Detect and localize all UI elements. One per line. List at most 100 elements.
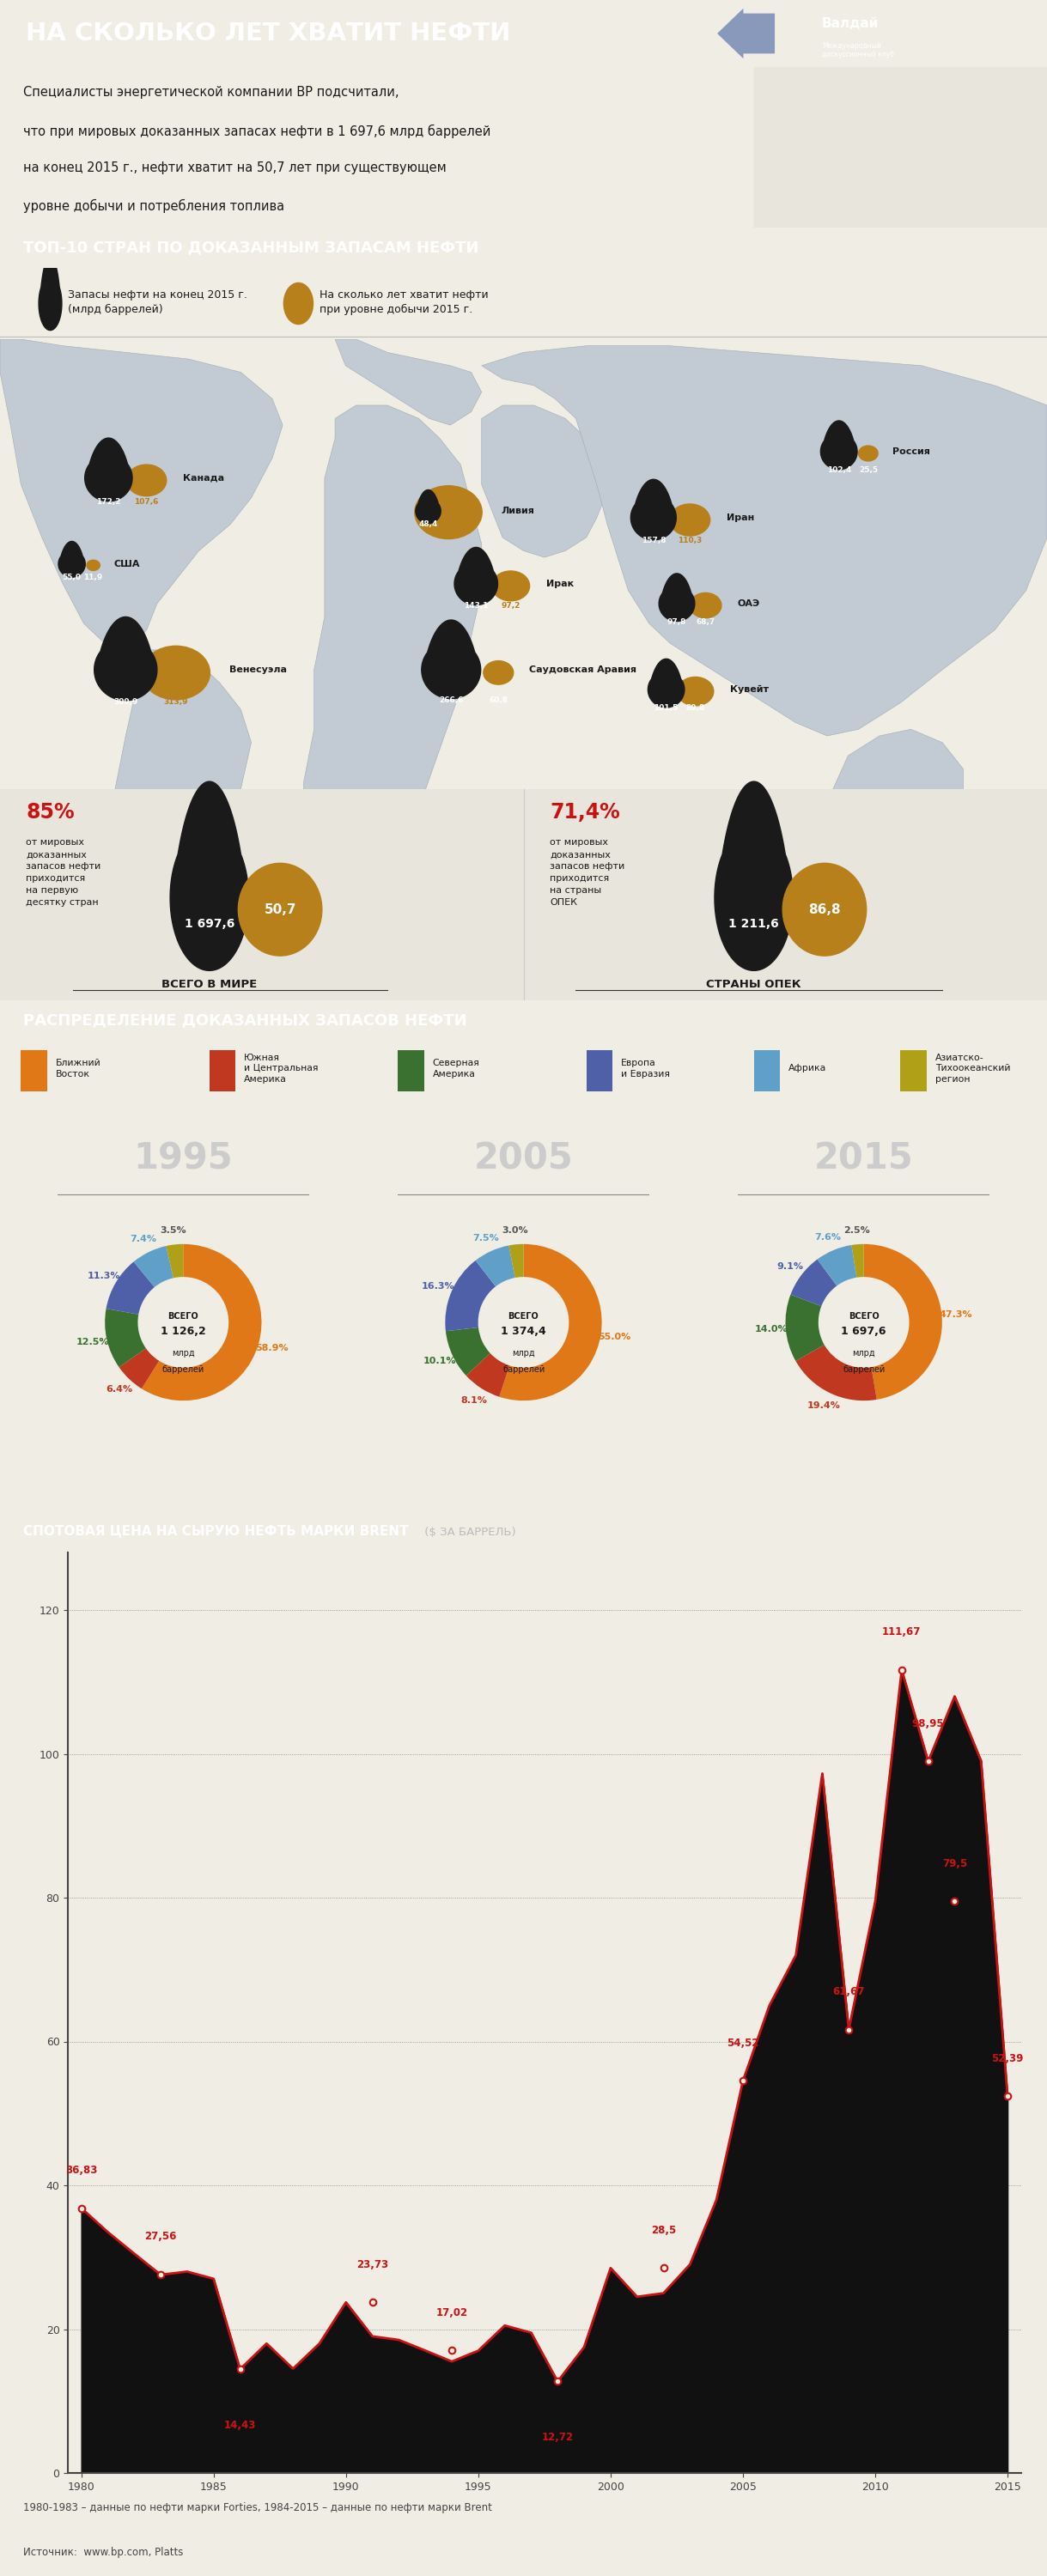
Text: 306,8: 306,8 (437, 520, 461, 528)
Wedge shape (446, 1327, 490, 1376)
Text: Источник:  www.bp.com, Platts: Источник: www.bp.com, Platts (23, 2548, 183, 2558)
Polygon shape (171, 781, 248, 971)
Text: Канада: Канада (183, 474, 224, 482)
Wedge shape (790, 1260, 837, 1306)
Text: 97,2: 97,2 (502, 603, 520, 611)
Text: 3.0%: 3.0% (502, 1226, 528, 1234)
Text: млрд: млрд (512, 1350, 535, 1358)
Text: 8.1%: 8.1% (461, 1396, 487, 1404)
Text: Валдай: Валдай (822, 18, 878, 31)
Text: 58.9%: 58.9% (255, 1345, 289, 1352)
Wedge shape (119, 1347, 159, 1388)
Wedge shape (141, 1244, 262, 1401)
Polygon shape (454, 546, 497, 605)
Bar (754, 1051, 780, 1092)
Text: 16.3%: 16.3% (422, 1283, 455, 1291)
Text: 36,83: 36,83 (65, 2164, 97, 2177)
Text: 85%: 85% (26, 801, 74, 822)
Polygon shape (422, 621, 481, 698)
Text: 60,8: 60,8 (489, 696, 508, 703)
Ellipse shape (415, 487, 482, 538)
Text: 61,67: 61,67 (832, 1986, 865, 1996)
Ellipse shape (783, 863, 867, 956)
Text: от мировых
доказанных
запасов нефти
приходится
на первую
десятку стран: от мировых доказанных запасов нефти прих… (26, 837, 102, 907)
FancyBboxPatch shape (754, 67, 1047, 227)
Text: 52,39: 52,39 (992, 2053, 1024, 2063)
Text: 101,5: 101,5 (654, 703, 678, 711)
Ellipse shape (690, 592, 721, 618)
Wedge shape (509, 1244, 524, 1278)
Ellipse shape (677, 677, 714, 706)
Wedge shape (499, 1244, 602, 1401)
Text: 313,9: 313,9 (163, 698, 188, 706)
Wedge shape (851, 1244, 864, 1278)
Text: 2.5%: 2.5% (843, 1226, 870, 1234)
Text: Специалисты энергетической компании BP подсчитали,: Специалисты энергетической компании BP п… (23, 85, 399, 98)
Text: 14,43: 14,43 (224, 2419, 257, 2432)
Text: 47.3%: 47.3% (939, 1311, 973, 1319)
Polygon shape (59, 541, 85, 577)
Text: 12.5%: 12.5% (76, 1337, 110, 1347)
Ellipse shape (127, 464, 166, 497)
Text: 157,8: 157,8 (641, 536, 666, 544)
Text: 107,6: 107,6 (134, 497, 159, 505)
Polygon shape (85, 438, 132, 502)
Text: 48,4: 48,4 (419, 520, 438, 528)
Text: 71,4%: 71,4% (550, 801, 620, 822)
Text: 7.4%: 7.4% (130, 1234, 156, 1244)
Polygon shape (335, 340, 482, 425)
Text: ($ ЗА БАРРЕЛЬ): ($ ЗА БАРРЕЛЬ) (421, 1528, 516, 1538)
Wedge shape (466, 1352, 510, 1396)
Text: 11,9: 11,9 (84, 574, 103, 582)
Text: млрд: млрд (852, 1350, 875, 1358)
Bar (209, 1051, 236, 1092)
Ellipse shape (142, 647, 209, 701)
Text: Россия: Россия (892, 448, 930, 456)
Text: 1 697,6: 1 697,6 (184, 917, 235, 930)
Ellipse shape (859, 446, 878, 461)
Text: СПОТОВАЯ ЦЕНА НА СЫРУЮ НЕФТЬ МАРКИ BRENT: СПОТОВАЯ ЦЕНА НА СЫРУЮ НЕФТЬ МАРКИ BRENT (23, 1525, 408, 1538)
Text: баррелей: баррелей (503, 1365, 544, 1373)
Text: 1 374,4: 1 374,4 (500, 1327, 547, 1337)
Text: Международный
дискуссионный клуб: Международный дискуссионный клуб (822, 41, 894, 59)
Bar (398, 1051, 424, 1092)
Polygon shape (659, 574, 695, 621)
FancyArrow shape (717, 8, 775, 59)
Wedge shape (106, 1262, 155, 1314)
Polygon shape (817, 729, 963, 889)
Text: 110,3: 110,3 (677, 536, 701, 544)
Text: баррелей: баррелей (843, 1365, 885, 1373)
Text: 11.3%: 11.3% (87, 1273, 120, 1280)
Text: что при мировых доказанных запасах нефти в 1 697,6 млрд баррелей: что при мировых доказанных запасах нефти… (23, 124, 491, 139)
Text: 55.0%: 55.0% (598, 1332, 631, 1342)
Text: 89,8: 89,8 (686, 703, 705, 711)
Text: Кувейт: Кувейт (730, 685, 768, 693)
Text: НА СКОЛЬКО ЛЕТ ХВАТИТ НЕФТИ: НА СКОЛЬКО ЛЕТ ХВАТИТ НЕФТИ (26, 21, 511, 46)
Text: 1 126,2: 1 126,2 (160, 1327, 206, 1337)
Text: ВСЕГО: ВСЕГО (508, 1311, 539, 1321)
Text: 28,5: 28,5 (651, 2226, 676, 2236)
Text: 1 211,6: 1 211,6 (729, 917, 779, 930)
Ellipse shape (670, 505, 710, 536)
Ellipse shape (284, 283, 313, 325)
Text: 27,56: 27,56 (144, 2231, 177, 2241)
Text: 50,7: 50,7 (264, 904, 296, 917)
Text: 111,67: 111,67 (883, 1625, 921, 1638)
Text: ТОП-10 СТРАН ПО ДОКАЗАННЫМ ЗАПАСАМ НЕФТИ: ТОП-10 СТРАН ПО ДОКАЗАННЫМ ЗАПАСАМ НЕФТИ (23, 240, 478, 255)
Text: 17,02: 17,02 (436, 2308, 468, 2318)
Text: 1995: 1995 (134, 1141, 232, 1177)
Text: Иран: Иран (727, 513, 754, 523)
Text: 10.1%: 10.1% (423, 1358, 456, 1365)
Text: Африка: Африка (788, 1064, 826, 1072)
Polygon shape (39, 255, 62, 330)
Text: на конец 2015 г., нефти хватит на 50,7 лет при существующем: на конец 2015 г., нефти хватит на 50,7 л… (23, 162, 446, 175)
Text: млрд: млрд (172, 1350, 195, 1358)
Text: 9.1%: 9.1% (777, 1262, 803, 1270)
Text: СТРАНЫ ОПЕК: СТРАНЫ ОПЕК (707, 979, 801, 989)
Text: 54,52: 54,52 (727, 2038, 759, 2048)
Text: 14.0%: 14.0% (755, 1324, 788, 1334)
Text: 143,1: 143,1 (464, 603, 488, 611)
Wedge shape (105, 1309, 146, 1368)
Wedge shape (166, 1244, 183, 1278)
Text: ОАЭ: ОАЭ (737, 600, 759, 608)
